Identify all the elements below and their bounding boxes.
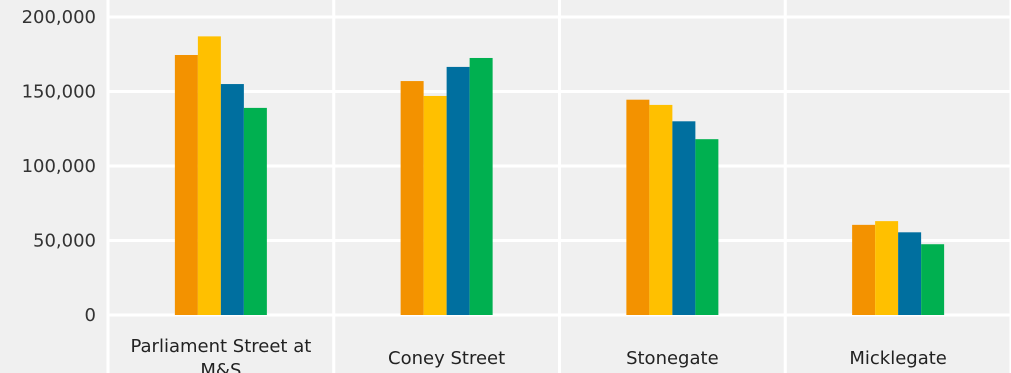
bar-series1-cat1 — [174, 54, 198, 316]
category-label: Coney Street — [388, 348, 505, 369]
bar-series4-cat3 — [695, 139, 719, 315]
bar-series1-cat3 — [626, 99, 650, 315]
bar-series2-cat1 — [197, 36, 221, 316]
bar-series1-cat4 — [852, 224, 876, 315]
x-axis-categories: Parliament Street at M&S Coney Street Stone… — [130, 336, 946, 373]
bar-series4-cat4 — [921, 244, 945, 315]
bar-series2-cat2 — [423, 95, 447, 315]
y-tick-label: 50,000 — [33, 231, 96, 252]
bar-series3-cat1 — [220, 84, 244, 315]
category-label: Micklegate — [849, 348, 947, 369]
y-axis-ticks: 0 50,000 100,000 150,000 200,000 — [22, 7, 96, 326]
y-tick-label: 150,000 — [22, 82, 96, 103]
category-label-line-2: M&S — [200, 360, 241, 373]
bar-series3-cat3 — [672, 121, 696, 315]
category-label: Stonegate — [626, 348, 719, 369]
bar-series3-cat4 — [898, 232, 922, 315]
bar-series1-cat2 — [400, 81, 424, 315]
category-label-line-1: Parliament Street at — [130, 336, 311, 357]
bar-series2-cat4 — [875, 221, 899, 315]
bars — [174, 36, 945, 316]
bar-series4-cat2 — [469, 57, 493, 315]
bar-series3-cat2 — [446, 66, 470, 315]
bar-series2-cat3 — [649, 104, 673, 315]
y-tick-label: 100,000 — [22, 156, 96, 177]
y-tick-label: 0 — [85, 305, 96, 326]
y-tick-label: 200,000 — [22, 7, 96, 28]
bar-series4-cat1 — [243, 107, 267, 315]
